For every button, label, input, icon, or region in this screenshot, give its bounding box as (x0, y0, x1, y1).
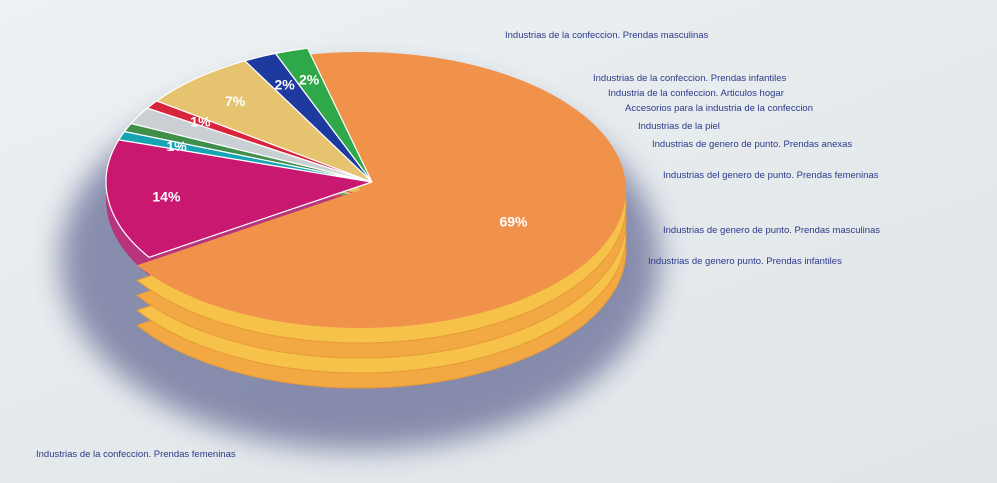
percent-label: 14% (152, 188, 181, 204)
pie-slice-1 (105, 139, 373, 258)
percent-label: 69% (499, 213, 528, 229)
pie-slice-7 (155, 60, 373, 183)
percent-label: 1% (190, 114, 211, 130)
percent-label: 2% (299, 71, 320, 87)
slice-label: Industrias de genero de punto. Prendas m… (663, 225, 880, 236)
slice-labels: Industrias de la confeccion. Prendas fem… (36, 30, 880, 460)
slice-label: Industria de la confeccion. Articulos ho… (608, 88, 784, 99)
slice-label: Industrias de genero de punto. Prendas a… (652, 139, 852, 150)
slice-label: Industrias de la piel (638, 121, 720, 132)
slice-label: Industrias de la confeccion. Prendas inf… (593, 73, 787, 84)
slice-label: Industrias de la confeccion. Prendas mas… (505, 30, 709, 41)
pie-slices (105, 47, 627, 328)
pie-slice-9 (274, 47, 373, 183)
slice-label: Industrias del genero de punto. Prendas … (663, 170, 879, 181)
percent-label: 1% (166, 138, 187, 154)
slice-label: Industrias de genero punto. Prendas infa… (648, 256, 842, 267)
percent-label: 2% (274, 76, 295, 92)
percent-labels: 69% 14% 1%1% 7% 2% 2% (152, 71, 528, 229)
percent-label: 7% (225, 93, 246, 109)
slice-label: Accesorios para la industria de la confe… (625, 103, 813, 114)
slice-label: Industrias de la confeccion. Prendas fem… (36, 449, 236, 460)
pie-slice-0 (137, 51, 627, 328)
